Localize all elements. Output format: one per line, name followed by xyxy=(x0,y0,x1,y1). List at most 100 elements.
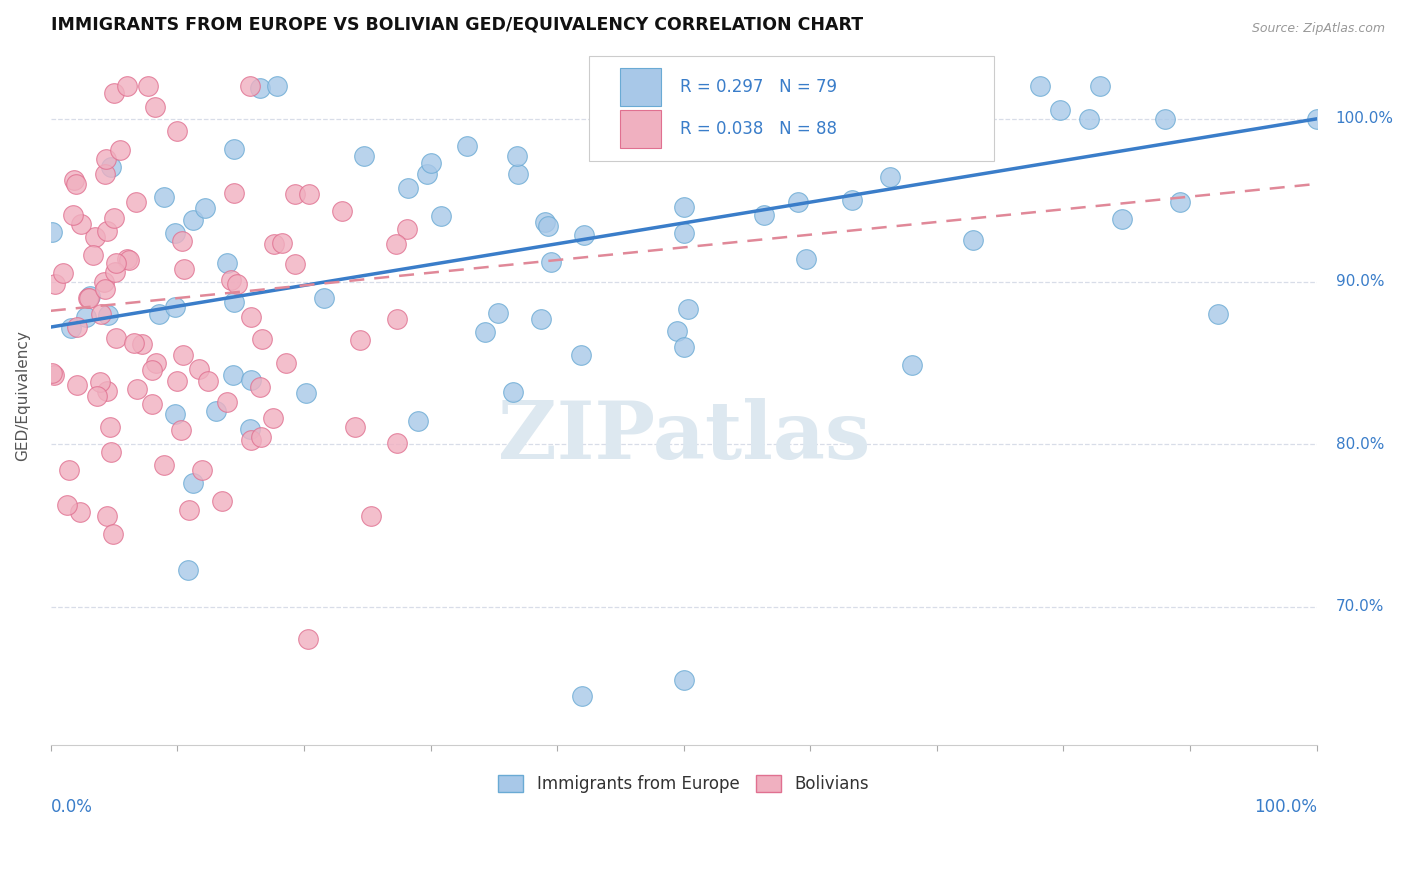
Point xyxy=(298,186,321,201)
Point xyxy=(239,422,262,436)
Point xyxy=(385,436,408,450)
Text: 70.0%: 70.0% xyxy=(1336,599,1384,615)
Point xyxy=(931,79,953,94)
Point xyxy=(879,169,901,184)
Point xyxy=(41,366,63,380)
Point xyxy=(360,508,382,523)
Point xyxy=(177,563,200,577)
Bar xyxy=(620,110,661,148)
Bar xyxy=(620,68,661,106)
Point xyxy=(222,295,245,310)
Point xyxy=(569,348,592,362)
Point xyxy=(955,79,977,94)
Point xyxy=(222,368,245,382)
Point xyxy=(270,235,292,250)
Point xyxy=(94,282,117,296)
Point xyxy=(222,142,245,156)
Point xyxy=(205,404,228,418)
Point xyxy=(901,358,924,372)
Point xyxy=(396,181,419,195)
Point xyxy=(60,321,83,335)
Point xyxy=(100,444,122,458)
Point xyxy=(787,195,810,210)
Point xyxy=(148,307,170,321)
Point xyxy=(65,177,87,191)
Point xyxy=(163,300,186,314)
Point xyxy=(707,79,730,94)
Point xyxy=(217,395,239,409)
Point xyxy=(672,226,695,240)
Point xyxy=(239,79,262,94)
Point xyxy=(166,374,188,388)
Point xyxy=(110,143,132,157)
Point xyxy=(224,186,246,200)
Point xyxy=(607,114,630,128)
Text: ZIPatlas: ZIPatlas xyxy=(498,399,870,476)
Point xyxy=(58,462,80,476)
Point xyxy=(1168,194,1191,209)
Point xyxy=(90,307,112,321)
Point xyxy=(100,160,122,174)
Point xyxy=(86,389,108,403)
Text: 0.0%: 0.0% xyxy=(51,797,93,815)
Point xyxy=(250,430,273,444)
Point xyxy=(118,252,141,267)
Point xyxy=(572,228,595,243)
Text: R = 0.297   N = 79: R = 0.297 N = 79 xyxy=(681,78,837,96)
Point xyxy=(226,277,249,291)
Point xyxy=(240,310,263,324)
Point xyxy=(672,340,695,354)
Y-axis label: GED/Equivalency: GED/Equivalency xyxy=(15,330,30,461)
Point xyxy=(783,108,806,122)
Point xyxy=(173,262,195,277)
Point xyxy=(165,226,187,240)
Point xyxy=(117,79,139,94)
Point xyxy=(66,319,89,334)
Text: Source: ZipAtlas.com: Source: ZipAtlas.com xyxy=(1251,22,1385,36)
Point xyxy=(104,331,127,345)
Point xyxy=(103,211,125,226)
Point xyxy=(752,208,775,222)
Point xyxy=(262,411,284,425)
Point xyxy=(312,291,335,305)
Point xyxy=(506,167,529,181)
Point xyxy=(79,289,101,303)
Point xyxy=(506,148,529,162)
Point xyxy=(540,254,562,268)
Point xyxy=(82,247,104,261)
Point xyxy=(1206,307,1229,321)
Point xyxy=(76,291,98,305)
Point xyxy=(103,86,125,100)
Point xyxy=(93,275,115,289)
Point xyxy=(166,124,188,138)
Point xyxy=(44,368,66,382)
Point xyxy=(96,308,118,322)
Point xyxy=(349,333,371,347)
Point xyxy=(284,256,307,270)
Point xyxy=(141,397,163,411)
Point xyxy=(163,407,186,421)
Text: 90.0%: 90.0% xyxy=(1336,274,1384,289)
Point xyxy=(676,301,699,316)
Point xyxy=(239,373,262,387)
Point xyxy=(962,233,984,247)
Point xyxy=(105,255,128,269)
Point xyxy=(276,356,298,370)
Point xyxy=(1153,112,1175,126)
Point xyxy=(486,306,509,320)
Point xyxy=(170,423,193,437)
Point xyxy=(396,222,419,236)
Text: R = 0.038   N = 88: R = 0.038 N = 88 xyxy=(681,120,837,138)
Point xyxy=(96,384,118,398)
Point xyxy=(249,80,271,95)
Point xyxy=(283,186,305,201)
Point xyxy=(217,256,239,270)
Point xyxy=(211,494,233,508)
Point xyxy=(56,498,79,512)
Point xyxy=(353,148,375,162)
Point xyxy=(170,234,193,248)
Point xyxy=(344,420,367,434)
Point xyxy=(672,673,695,687)
Point xyxy=(62,209,84,223)
Point xyxy=(502,384,524,399)
